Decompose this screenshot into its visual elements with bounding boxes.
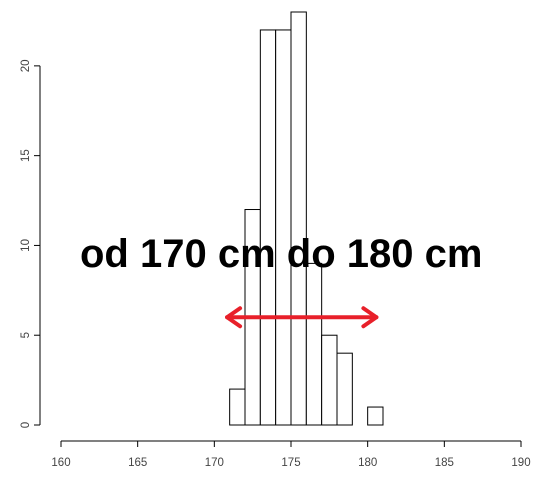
histogram-bar-175-176 <box>290 11 307 426</box>
y-tick-label: 0 <box>20 422 32 428</box>
y-tick-label: 5 <box>20 332 32 338</box>
histogram-bar-177-178 <box>321 334 338 426</box>
y-tick-label: 10 <box>20 239 32 252</box>
histogram-bar-171-172 <box>229 388 246 426</box>
y-tick-label: 15 <box>20 149 32 162</box>
histogram-bar-178-179 <box>336 352 353 426</box>
histogram-bar-176-177 <box>305 262 323 426</box>
x-tick-label: 160 <box>51 457 70 469</box>
histogram-bar-173-174 <box>259 29 277 426</box>
x-tick-label: 185 <box>435 457 454 469</box>
x-tick-label: 175 <box>281 457 300 469</box>
x-tick-label: 190 <box>511 457 530 469</box>
x-axis: 160 165 170 175 180 185 190 <box>51 440 531 469</box>
histogram-bar-174-175 <box>275 29 292 426</box>
y-tick-label: 20 <box>20 59 32 72</box>
range-annotation-text: od 170 cm do 180 cm <box>80 232 482 276</box>
arrow-head-right <box>361 306 379 329</box>
x-tick-label: 165 <box>128 457 147 469</box>
histogram-bars <box>229 11 384 426</box>
arrow-head-left <box>225 306 243 329</box>
histogram-bar-180-181 <box>367 406 384 426</box>
x-tick-label: 180 <box>358 457 377 469</box>
x-tick-label: 170 <box>205 457 224 469</box>
y-axis: 0 5 10 15 20 <box>20 59 41 428</box>
range-arrow <box>225 306 379 329</box>
